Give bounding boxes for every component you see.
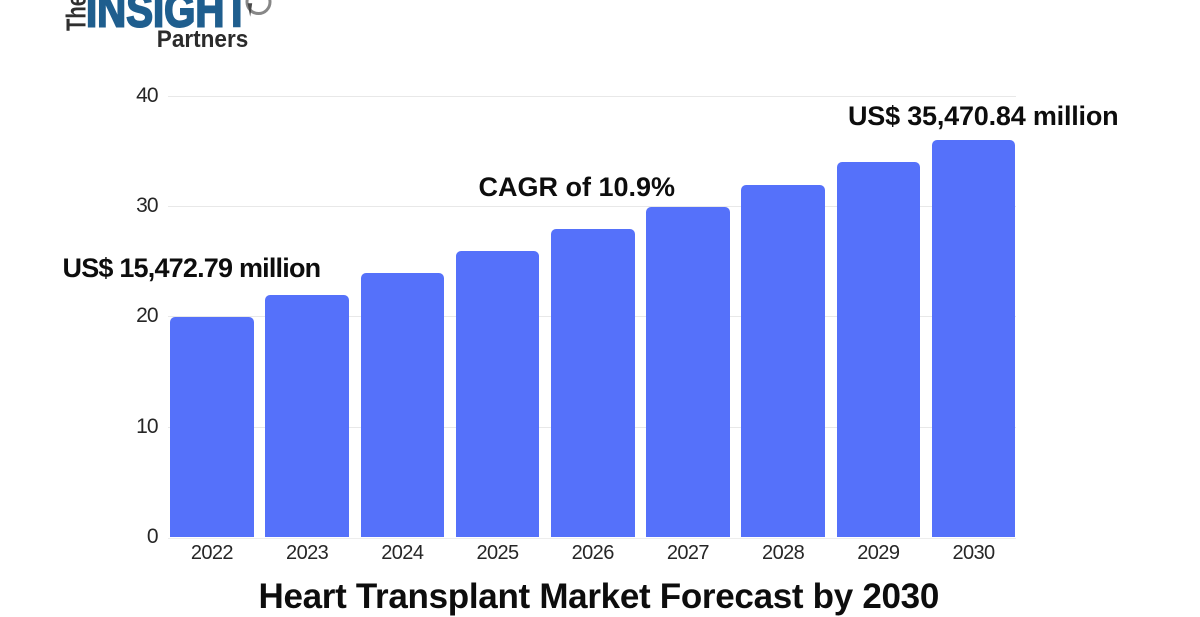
svg-text:INSIGHT: INSIGHT xyxy=(86,0,249,38)
svg-text:The: The xyxy=(60,0,91,31)
svg-text:Partners: Partners xyxy=(157,26,249,53)
